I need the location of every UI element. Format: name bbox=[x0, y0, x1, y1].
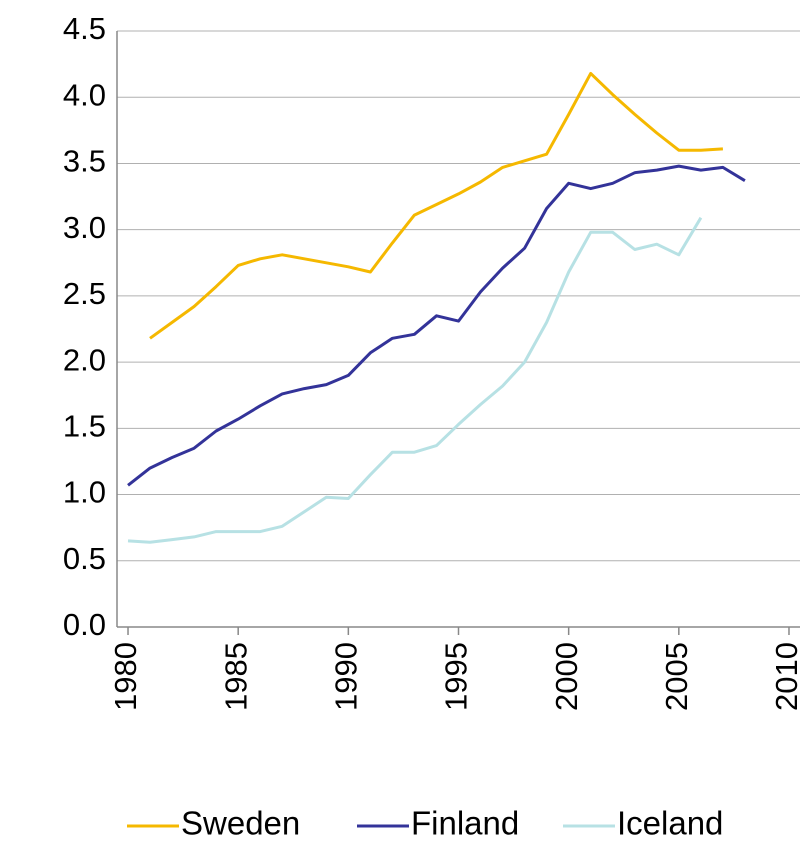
x-tick-label: 2010 bbox=[769, 642, 804, 711]
x-tick-label: 1990 bbox=[329, 642, 364, 711]
y-tick-label: 1.0 bbox=[63, 475, 106, 510]
y-tick-label: 0.5 bbox=[63, 541, 106, 576]
series-line bbox=[149, 71, 723, 340]
y-tick-label: 2.5 bbox=[63, 276, 106, 311]
series-line bbox=[127, 164, 746, 487]
y-tick-label: 4.0 bbox=[63, 77, 106, 112]
y-tick-label: 4.5 bbox=[63, 11, 106, 46]
y-tick-label: 2.0 bbox=[63, 342, 106, 377]
x-tick-label: 1980 bbox=[108, 642, 143, 711]
y-tick-label: 3.5 bbox=[63, 144, 106, 179]
x-tick-label: 2000 bbox=[549, 642, 584, 711]
y-tick-label: 3.0 bbox=[63, 210, 106, 245]
legend-label: Finland bbox=[411, 805, 519, 842]
legend-label: Iceland bbox=[617, 805, 723, 842]
x-tick-label: 2005 bbox=[659, 642, 694, 711]
series-line bbox=[127, 216, 703, 544]
y-tick-label: 1.5 bbox=[63, 409, 106, 444]
x-tick-label: 1995 bbox=[439, 642, 474, 711]
legend-label: Sweden bbox=[181, 805, 300, 842]
y-tick-label: 0.0 bbox=[63, 607, 106, 642]
x-tick-label: 1985 bbox=[218, 642, 253, 711]
